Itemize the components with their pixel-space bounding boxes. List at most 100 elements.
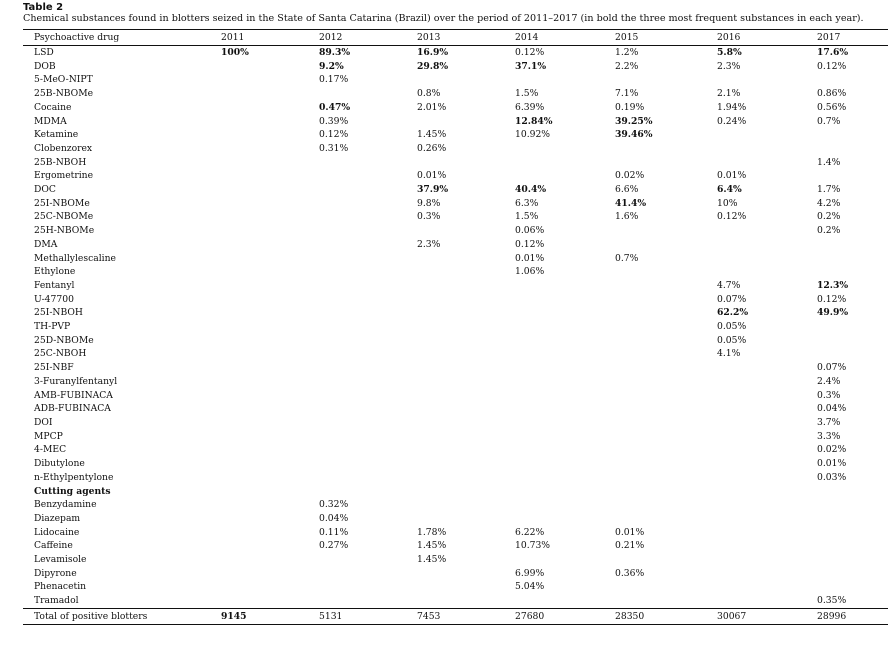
value-cell [717, 553, 817, 567]
value-cell [319, 306, 417, 320]
drug-name: Clobenzorex [34, 142, 93, 154]
table-row: DOC 37.9% 40.4% 6.6% 6.4% 1.7% [23, 183, 888, 197]
value-cell: 0.31% [319, 142, 349, 154]
value-cell [515, 471, 615, 485]
value-cell [615, 361, 717, 375]
value-cell [417, 279, 515, 293]
drug-name: Tramadol [34, 595, 79, 607]
value-cell [319, 361, 417, 375]
table-row: n-Ethylpentylone 0.03% [23, 471, 888, 485]
drug-name: 25H-NBOMe [34, 225, 95, 237]
value-cell [221, 115, 319, 129]
value-cell [515, 443, 615, 457]
value-cell [615, 416, 717, 430]
value-cell [319, 210, 417, 224]
table-row: 25B-NBOMe 0.8% 1.5% 7.1% 2.1% 0.86% [23, 87, 888, 101]
drug-name: n-Ethylpentylone [34, 471, 114, 483]
table-header: Psychoactive drug 2011 2012 2013 2014 2015 201… [23, 30, 888, 46]
drug-name: MDMA [34, 115, 67, 127]
value-cell [615, 293, 717, 307]
table-row: 25C-NBOMe 0.3% 1.5% 1.6% 0.12% 0.2% [23, 210, 888, 224]
value-cell [717, 567, 817, 581]
value-cell: 12.84% [515, 115, 553, 127]
value-cell: 6.22% [515, 526, 545, 538]
value-cell [319, 567, 417, 581]
value-cell [717, 485, 817, 499]
value-cell: 1.45% [417, 554, 447, 566]
value-cell [717, 402, 817, 416]
table-row: AMB-FUBINACA 0.3% [23, 389, 888, 403]
table-row: 25I-NBOH 62.2% 49.9% [23, 306, 888, 320]
value-cell: 0.47% [319, 101, 351, 113]
value-cell [221, 293, 319, 307]
value-cell [615, 142, 717, 156]
value-cell [817, 567, 888, 581]
table-row: 25D-NBOMe 0.05% [23, 334, 888, 348]
value-cell [515, 156, 615, 170]
value-cell [817, 238, 888, 252]
value-cell: 6.6% [615, 184, 639, 196]
value-cell: 0.01% [515, 252, 545, 264]
drug-name: TH-PVP [34, 321, 71, 333]
value-cell [319, 169, 417, 183]
value-cell [221, 306, 319, 320]
value-cell [221, 430, 319, 444]
value-cell: 0.26% [417, 142, 447, 154]
value-cell [615, 334, 717, 348]
value-cell [417, 416, 515, 430]
value-cell [717, 512, 817, 526]
value-cell [615, 224, 717, 238]
value-cell [717, 265, 817, 279]
value-cell [717, 416, 817, 430]
table-row: 25C-NBOH 4.1% [23, 347, 888, 361]
value-cell [221, 156, 319, 170]
table-row: ADB-FUBINACA 0.04% [23, 402, 888, 416]
value-cell [417, 471, 515, 485]
table-footer: Total of positive blotters 9145 5131 7453 27… [23, 607, 888, 625]
table-caption: Chemical substances found in blotters se… [23, 13, 864, 24]
value-cell [221, 512, 319, 526]
value-cell: 0.01% [615, 526, 645, 538]
drug-name: 25I-NBF [34, 362, 74, 374]
value-cell [221, 580, 319, 594]
value-cell: 0.11% [319, 526, 349, 538]
value-cell [319, 485, 417, 499]
header-year: 2014 [515, 30, 615, 46]
table-row: 25B-NBOH 1.4% [23, 156, 888, 170]
value-cell [319, 389, 417, 403]
table-row: Methallylescaline 0.01% 0.7% [23, 252, 888, 266]
value-cell [717, 73, 817, 87]
value-cell [515, 485, 615, 499]
table-row: Fentanyl 4.7% 12.3% [23, 279, 888, 293]
drug-name: Caffeine [34, 540, 73, 552]
value-cell: 4.1% [717, 348, 741, 360]
table-row: 25H-NBOMe 0.06% 0.2% [23, 224, 888, 238]
value-cell: 0.12% [817, 60, 847, 72]
value-cell: 10.73% [515, 540, 551, 552]
value-cell: 12.3% [817, 279, 849, 291]
table-row: 5-MeO-NIPT 0.17% [23, 73, 888, 87]
value-cell [515, 306, 615, 320]
value-cell [817, 580, 888, 594]
value-cell [417, 402, 515, 416]
value-cell: 0.05% [717, 321, 747, 333]
drug-name: LSD [34, 47, 54, 58]
value-cell: 0.02% [817, 444, 847, 456]
value-cell [221, 443, 319, 457]
drug-name: MPCP [34, 430, 63, 442]
table-row: 25I-NBF 0.07% [23, 361, 888, 375]
drug-name: 25C-NBOH [34, 348, 87, 360]
value-cell [817, 320, 888, 334]
value-cell [417, 115, 515, 129]
value-cell [615, 402, 717, 416]
value-cell: 6.99% [515, 567, 545, 579]
value-cell [417, 498, 515, 512]
value-cell: 2.01% [417, 101, 447, 113]
value-cell [615, 443, 717, 457]
value-cell: 1.78% [417, 526, 447, 538]
value-cell [615, 485, 717, 499]
value-cell [417, 443, 515, 457]
value-cell [717, 238, 817, 252]
value-cell [717, 252, 817, 266]
drug-name: Ergometrine [34, 170, 94, 182]
